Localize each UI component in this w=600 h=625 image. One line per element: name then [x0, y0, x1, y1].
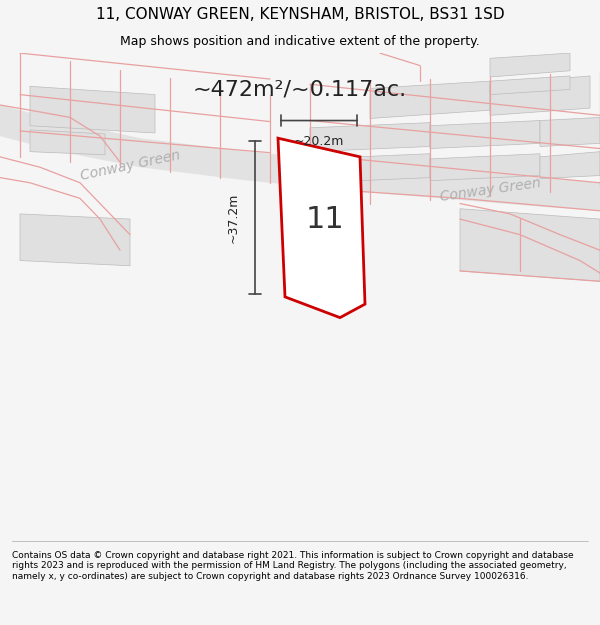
Polygon shape: [540, 118, 600, 146]
Polygon shape: [20, 214, 130, 266]
Polygon shape: [310, 154, 430, 182]
Polygon shape: [430, 154, 540, 181]
Text: 11: 11: [305, 204, 344, 234]
Polygon shape: [540, 152, 600, 179]
Polygon shape: [490, 76, 590, 116]
Text: 11, CONWAY GREEN, KEYNSHAM, BRISTOL, BS31 1SD: 11, CONWAY GREEN, KEYNSHAM, BRISTOL, BS3…: [95, 8, 505, 22]
Text: Conway Green: Conway Green: [79, 148, 181, 182]
Text: Conway Green: Conway Green: [439, 176, 541, 204]
Polygon shape: [430, 121, 540, 149]
Polygon shape: [278, 138, 365, 318]
Polygon shape: [460, 209, 600, 281]
Text: Contains OS data © Crown copyright and database right 2021. This information is : Contains OS data © Crown copyright and d…: [12, 551, 574, 581]
Polygon shape: [310, 122, 430, 152]
Polygon shape: [490, 53, 570, 77]
Text: ~37.2m: ~37.2m: [227, 192, 239, 242]
Polygon shape: [0, 105, 600, 211]
Text: Map shows position and indicative extent of the property.: Map shows position and indicative extent…: [120, 35, 480, 48]
Text: ~20.2m: ~20.2m: [294, 135, 344, 148]
Polygon shape: [490, 76, 570, 94]
Polygon shape: [370, 81, 490, 119]
Polygon shape: [30, 130, 105, 155]
Text: ~472m²/~0.117ac.: ~472m²/~0.117ac.: [193, 79, 407, 99]
Polygon shape: [30, 86, 155, 133]
